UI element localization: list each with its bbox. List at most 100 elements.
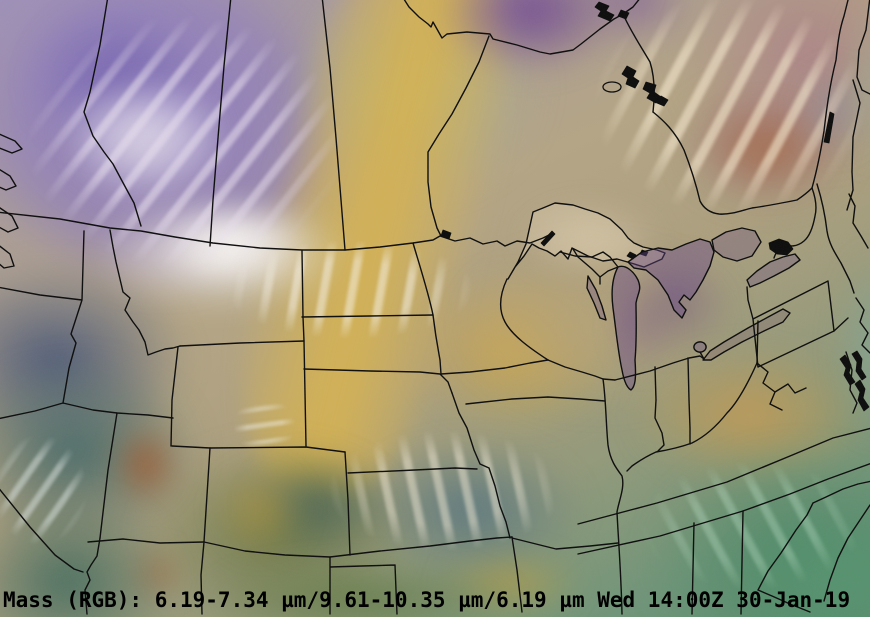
- product-annotation-label: Mass (RGB): 6.19-7.34 µm/9.61-10.35 µm/6…: [3, 588, 851, 612]
- imagery-region-corner-blue-gray: [790, 55, 870, 165]
- forty-first-parallel: [171, 445, 346, 453]
- mississippi-river: [602, 378, 624, 615]
- cirrus-streaks-northwest: [0, 0, 400, 315]
- upper-peninsula-shore: [559, 251, 619, 278]
- tennessee-south-border: [577, 462, 870, 555]
- cirrus-streaks-northeast: [545, 0, 870, 255]
- imagery-region-center-khaki: [420, 218, 775, 433]
- quebec-coast-corner: [856, 0, 870, 95]
- imagery-region-hudson-bay-purple-east: [560, 0, 710, 60]
- dakotas-west-border: [301, 250, 307, 447]
- nebraska-north-border: [303, 368, 453, 394]
- us-canada-border: [0, 211, 554, 251]
- hudson-bay-southeast-shore: [622, 13, 655, 113]
- james-bay-west-coast: [652, 111, 813, 215]
- missouri-river-border: [451, 392, 511, 539]
- manitoba-ontario-border: [427, 35, 490, 237]
- cirrus-streaks-border: [180, 222, 520, 357]
- imagery-region-northeast-mauve: [640, 0, 870, 200]
- straits-islands: [626, 249, 649, 260]
- new-england-coast-line: [848, 193, 869, 249]
- minnesota-wisconsin-border: [500, 278, 549, 361]
- green-bay: [586, 275, 607, 321]
- canada-boundaries: [0, 0, 870, 294]
- james-bay-east-coast: [811, 0, 849, 189]
- cirrus-streaks-plains: [285, 408, 605, 573]
- belcher-islands: [594, 1, 669, 107]
- ohio-pennsylvania-border: [756, 320, 759, 364]
- alberta-saskatchewan-border: [209, 0, 232, 247]
- washington-oregon-idaho-borders: [0, 230, 85, 404]
- lake-erie: [702, 308, 791, 361]
- hudson-bay-coastline: [403, 0, 640, 55]
- imagery-region-gold-southwest: [203, 453, 318, 568]
- imagery-region-northwest-purple: [0, 0, 410, 340]
- imagery-region-james-bay-rust: [688, 93, 843, 205]
- imagery-region-violet-core: [0, 0, 230, 180]
- michigan-south-border: [614, 355, 705, 381]
- hudson-bay-island: [602, 81, 622, 93]
- great-lakes-outline: [507, 202, 801, 391]
- georgian-bay: [711, 227, 762, 262]
- lake-michigan: [611, 265, 641, 391]
- ontario-quebec-border: [773, 187, 817, 259]
- wisconsin-michigan-border: [572, 248, 601, 285]
- imagery-region-topright-sage-edge: [838, 0, 870, 190]
- us-state-boundaries: [0, 211, 870, 615]
- lake-st-clair: [693, 341, 707, 360]
- imagery-region-right-edge-green: [828, 228, 870, 463]
- imagery-region-plains-slate-teal: [328, 422, 613, 597]
- missouri-arkansas-border: [511, 537, 619, 550]
- colorado-east-border: [344, 451, 351, 556]
- imagery-region-lake-michigan-purple: [606, 272, 681, 387]
- bc-alberta-border: [83, 0, 142, 227]
- cirrus-streaks-westcoast: [0, 415, 105, 565]
- red-river-border: [412, 242, 442, 375]
- apostle-islands: [540, 230, 556, 247]
- upper-mississippi-river: [547, 359, 616, 381]
- imagery-region-superior-cream: [498, 193, 683, 285]
- lake-superior: [507, 202, 666, 280]
- chesapeake-bay: [839, 350, 870, 412]
- kentucky-tennessee-virginia-border: [577, 427, 870, 525]
- north-south-dakota-border: [301, 314, 434, 318]
- atlantic-coast-line: [845, 297, 870, 414]
- lake-ontario: [746, 253, 801, 288]
- pennsylvania-outline: [752, 280, 835, 368]
- montana-idaho-border: [109, 229, 181, 356]
- pacific-coast-marks: [0, 133, 23, 269]
- lake-champlain-line: [816, 183, 855, 294]
- new-york-borders: [746, 286, 849, 332]
- ohio-river: [626, 362, 758, 472]
- imagery-region-gold-band: [202, 0, 549, 518]
- cirrus-streaks-utah: [222, 388, 307, 463]
- wyoming-west-border: [170, 346, 179, 447]
- imagery-region-rockies-dark-teal: [228, 438, 413, 573]
- james-bay-sliver-island: [823, 111, 835, 144]
- nevada-utah-border: [99, 412, 118, 539]
- imagery-region-cloud-arc: [40, 60, 250, 230]
- st-lawrence-river: [768, 238, 794, 256]
- imagery-region-lakes-purple: [598, 238, 753, 370]
- imagery-region-gold-center: [380, 248, 655, 453]
- iowa-missouri-border: [465, 396, 606, 405]
- thirty-seventh-parallel: [87, 536, 513, 558]
- west-virginia-ridges: [756, 362, 807, 411]
- saskatchewan-manitoba-border: [321, 0, 346, 251]
- nebraska-kansas-border: [347, 467, 478, 474]
- montana-wyoming-border: [179, 340, 305, 347]
- indiana-illinois-border: [654, 366, 665, 452]
- imagery-region-sage-north: [240, 0, 585, 235]
- lake-huron: [627, 238, 715, 319]
- indiana-ohio-border: [687, 357, 691, 445]
- imagery-region-montana-cloud-core: [140, 195, 330, 290]
- california-nevada-border: [0, 488, 84, 573]
- imagery-region-hudson-bay-purple: [415, 0, 650, 93]
- imagery-region-ohio-valley-amber: [598, 328, 870, 503]
- cirrus-streaks-southeast: [600, 438, 870, 613]
- imagery-region-montana-cloud: [55, 178, 385, 328]
